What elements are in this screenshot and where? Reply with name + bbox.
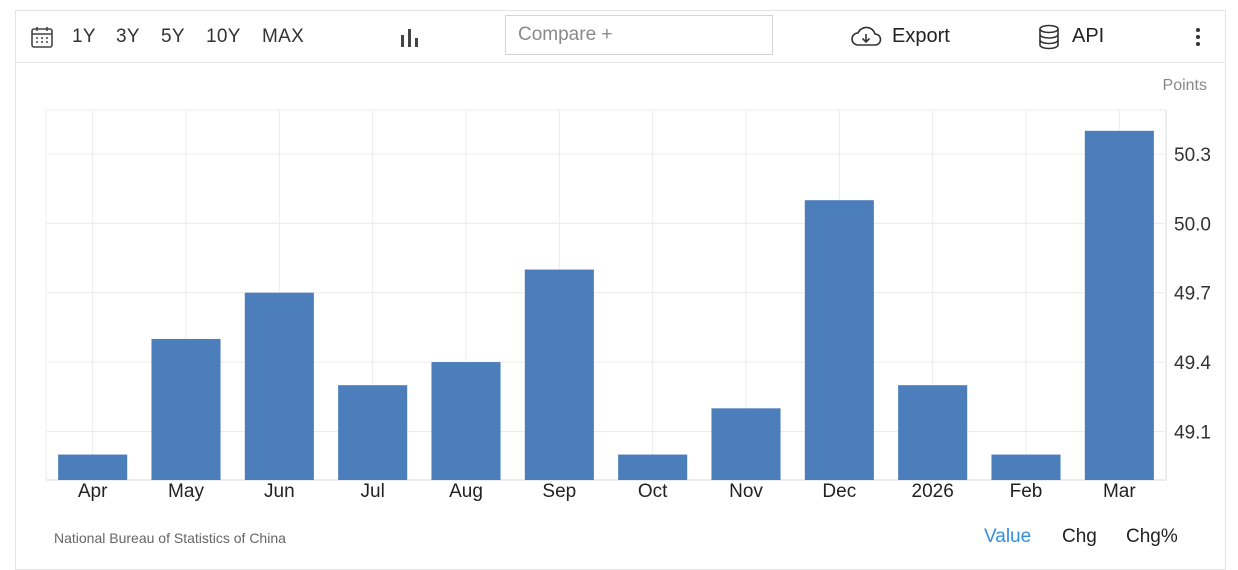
bar: [524, 269, 594, 480]
range-3y-button[interactable]: 3Y: [116, 25, 140, 47]
bar: [804, 200, 874, 480]
x-tick-label: 2026: [912, 481, 954, 502]
y-tick-label: 49.4: [1174, 353, 1211, 374]
database-icon: [1038, 24, 1060, 50]
chart-toolbar: 1Y 3Y 5Y 10Y MAX Export: [15, 10, 1226, 63]
range-1y-button[interactable]: 1Y: [72, 25, 96, 47]
cloud-download-icon: [850, 26, 882, 48]
api-button[interactable]: API: [1038, 10, 1104, 63]
bar: [431, 362, 501, 480]
x-tick-label: Jun: [264, 481, 295, 502]
bar: [991, 454, 1061, 480]
x-tick-label: Feb: [1010, 481, 1043, 502]
api-label: API: [1072, 25, 1105, 47]
compare-input[interactable]: [505, 15, 773, 55]
bar: [151, 338, 221, 480]
x-tick-label: May: [168, 481, 204, 502]
tab-value[interactable]: Value: [984, 526, 1032, 547]
x-axis-labels: Apr May Jun Jul Aug Sep Oct Nov Dec 2026 Feb Mar: [78, 481, 1136, 502]
x-tick-label: Sep: [542, 481, 576, 502]
x-tick-label: Apr: [78, 481, 108, 502]
bar: [898, 385, 968, 480]
range-10y-button[interactable]: 10Y: [206, 25, 241, 47]
x-tick-label: Oct: [638, 481, 668, 502]
source-label: National Bureau of Statistics of China: [54, 530, 286, 546]
range-max-button[interactable]: MAX: [262, 25, 305, 47]
bar-chart-icon[interactable]: [400, 10, 420, 63]
export-label: Export: [892, 25, 950, 47]
x-tick-label: Nov: [729, 481, 763, 502]
bar: [618, 454, 688, 480]
y-tick-label: 49.7: [1174, 284, 1211, 305]
x-tick-label: Aug: [449, 481, 483, 502]
export-button[interactable]: Export: [850, 10, 950, 63]
x-tick-label: Mar: [1103, 481, 1136, 502]
bar: [58, 454, 128, 480]
range-5y-button[interactable]: 5Y: [161, 25, 185, 47]
bars: [58, 130, 1154, 480]
x-tick-label: Dec: [822, 481, 856, 502]
bar: [1084, 130, 1154, 480]
bar: [244, 292, 314, 480]
vertical-dots-icon[interactable]: [1194, 10, 1202, 63]
y-axis-labels: 50.3 50.0 49.7 49.4 49.1: [1174, 145, 1211, 444]
bar: [711, 408, 781, 480]
x-tick-label: Jul: [361, 481, 385, 502]
y-tick-label: 50.0: [1174, 214, 1211, 235]
calendar-icon[interactable]: [30, 10, 54, 63]
bar-chart: Apr May Jun Jul Aug Sep Oct Nov Dec 2026 Feb Mar 50…: [45, 77, 1211, 502]
tab-chg[interactable]: Chg: [1062, 526, 1097, 547]
bar: [338, 385, 408, 480]
y-axis-unit-label: Points: [1163, 77, 1207, 94]
y-tick-label: 50.3: [1174, 145, 1211, 166]
y-tick-label: 49.1: [1174, 422, 1211, 443]
tab-chg-pct[interactable]: Chg%: [1126, 526, 1178, 547]
